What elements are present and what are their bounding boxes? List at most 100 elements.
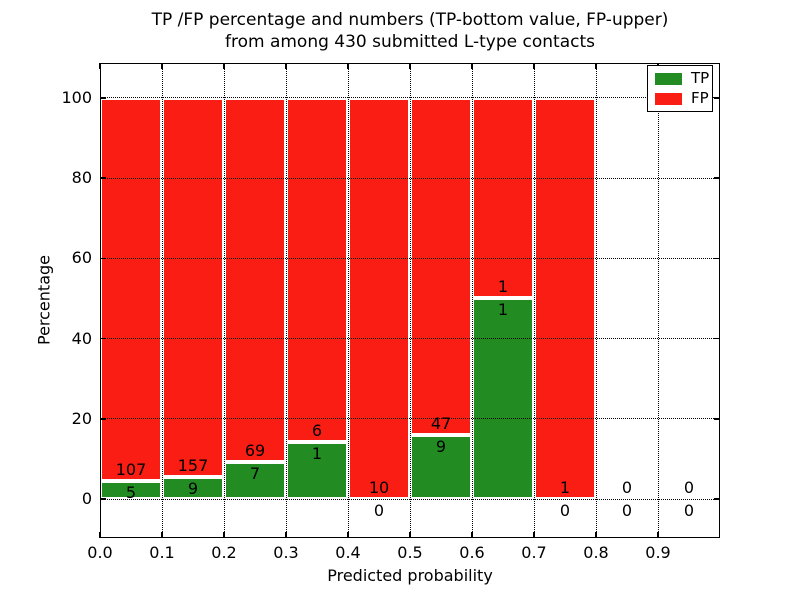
fp-count-label: 1: [497, 277, 509, 297]
fp-bar-segment: [286, 97, 348, 442]
tp-bar-segment: [410, 434, 472, 499]
x-tick-mark: [347, 532, 349, 538]
gridline-vertical: [161, 63, 163, 538]
gridline-vertical: [595, 63, 597, 538]
fp-count-label: 0: [683, 478, 695, 497]
x-tick-mark: [285, 63, 287, 69]
y-tick-mark: [714, 97, 720, 99]
x-tick-mark: [223, 63, 225, 69]
gridline-vertical: [347, 63, 349, 538]
fp-count-label: 10: [368, 478, 390, 497]
x-tick-mark: [595, 532, 597, 538]
y-tick-mark: [714, 337, 720, 340]
fp-count-label: 69: [244, 441, 266, 461]
chart-title-line2: from among 430 submitted L-type contacts: [224, 32, 595, 52]
tp-count-label: 7: [249, 464, 261, 484]
tp-count-label: 9: [187, 479, 199, 499]
fp-legend-swatch-icon: [655, 92, 682, 105]
gridline-vertical: [285, 63, 287, 538]
gridline-vertical: [533, 63, 535, 538]
tp-count-label: 9: [435, 436, 447, 456]
tp-bar-segment: [224, 462, 286, 499]
x-tick-mark: [99, 532, 101, 538]
gridline-vertical: [223, 63, 225, 538]
x-tick-label: 0.2: [211, 543, 237, 562]
x-tick-mark: [533, 532, 535, 538]
y-tick-label: 0: [81, 489, 92, 508]
x-tick-mark: [533, 63, 535, 69]
x-tick-mark: [409, 63, 411, 69]
tp-count-label: 1: [311, 443, 323, 463]
x-tick-label: 0.8: [583, 543, 609, 562]
x-tick-mark: [471, 63, 473, 69]
fp-count-label: 1: [559, 478, 571, 497]
x-tick-label: 0.4: [335, 543, 361, 562]
x-tick-label: 0.9: [645, 543, 671, 562]
legend-label-fp: FP: [691, 89, 709, 107]
y-tick-mark: [714, 257, 720, 260]
tp-count-label: 5: [125, 483, 137, 503]
x-tick-mark: [471, 532, 473, 538]
x-tick-label: 0.3: [273, 543, 299, 562]
chart-title: TP /FP percentage and numbers (TP-bottom…: [100, 9, 720, 53]
fp-count-label: 107: [115, 460, 147, 480]
legend: TP FP: [647, 65, 713, 112]
y-tick-mark: [100, 337, 106, 340]
x-tick-mark: [161, 532, 163, 538]
y-tick-label: 80: [71, 168, 92, 188]
tp-count-label: 0: [559, 501, 571, 520]
chart-title-line1: TP /FP percentage and numbers (TP-bottom…: [151, 10, 669, 30]
fp-count-label: 6: [311, 420, 323, 440]
tp-legend-swatch-icon: [655, 72, 682, 85]
y-tick-mark: [714, 177, 720, 179]
tp-count-label: 0: [683, 501, 695, 520]
fp-bar-segment: [224, 97, 286, 463]
y-tick-label: 100: [61, 87, 92, 107]
tp-count-label: 0: [621, 501, 633, 520]
tp-bar-segment: [100, 481, 162, 499]
fp-bar-segment: [534, 97, 596, 499]
tp-count-label: 0: [373, 501, 385, 520]
x-tick-mark: [99, 63, 101, 69]
legend-label-tp: TP: [691, 69, 710, 87]
y-tick-mark: [714, 418, 720, 420]
x-tick-label: 0.5: [397, 543, 423, 562]
tp-bar-segment: [162, 477, 224, 499]
x-tick-label: 0.7: [521, 543, 547, 562]
x-axis-label: Predicted probability: [327, 566, 493, 585]
y-tick-label: 60: [71, 248, 92, 268]
fp-count-label: 47: [430, 413, 452, 433]
fp-count-label: 0: [621, 478, 633, 497]
x-tick-mark: [161, 63, 163, 69]
fp-bar-segment: [410, 97, 472, 435]
tp-count-label: 1: [497, 300, 509, 320]
y-tick-mark: [100, 498, 106, 500]
y-tick-label: 40: [71, 328, 92, 348]
tp-bar-segment: [472, 298, 534, 499]
gridline-vertical: [471, 63, 473, 538]
y-tick-mark: [100, 418, 106, 420]
fp-count-label: 157: [177, 456, 209, 476]
x-tick-label: 0.1: [149, 543, 175, 562]
x-tick-label: 0.6: [459, 543, 485, 562]
y-tick-mark: [714, 498, 720, 500]
fp-bar-segment: [348, 97, 410, 499]
x-tick-mark: [409, 532, 411, 538]
y-tick-mark: [100, 177, 106, 179]
x-tick-mark: [595, 63, 597, 69]
fp-bar-segment: [162, 97, 224, 478]
legend-row-tp: TP: [648, 71, 712, 86]
fp-bar-segment: [472, 97, 534, 299]
y-tick-mark: [100, 257, 106, 260]
x-tick-mark: [223, 532, 225, 538]
plot-area: 107 5 157 9 69 7 6 1 10 0 47 9 1 1 1 0 0 0 0 0: [99, 63, 720, 538]
y-tick-label: 20: [71, 408, 92, 428]
y-tick-mark: [100, 97, 106, 99]
tp-bar-segment: [286, 441, 348, 499]
x-tick-mark: [657, 532, 659, 538]
legend-row-fp: FP: [648, 91, 712, 106]
x-tick-mark: [347, 63, 349, 69]
fp-bar-segment: [100, 97, 162, 482]
x-tick-label: 0.0: [87, 543, 113, 562]
